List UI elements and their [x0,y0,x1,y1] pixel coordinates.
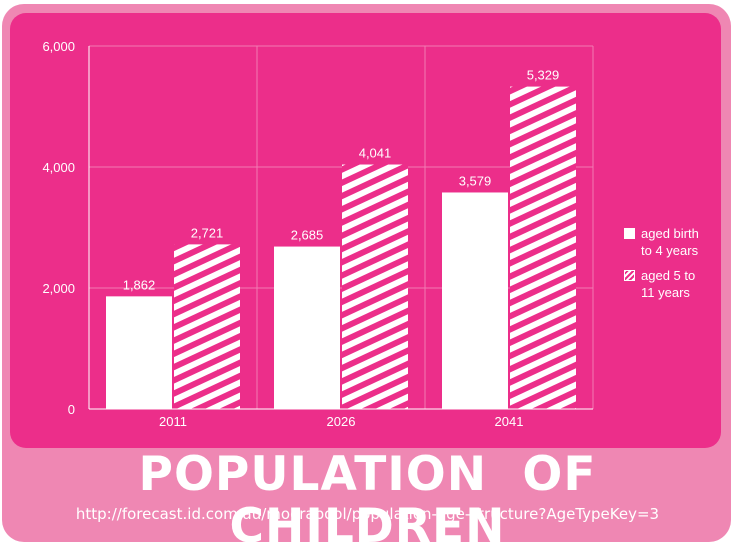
data-label: 2,685 [291,228,324,243]
legend-label-line1: aged 5 to [641,268,696,283]
bar-chart: 0 2,000 4,000 6,000 1,862 2,721 2011 2,685 4,041… [18,26,720,444]
legend-item-5-11: aged 5 to 11 years [621,267,731,301]
bar-aged-5-11 [510,86,576,409]
bar-aged-birth-4 [106,296,172,409]
chart-canvas: 0 2,000 4,000 6,000 1,862 2,721 2011 2,685 4,041… [42,39,594,429]
bars [106,86,576,409]
legend-label-line2: 11 years [641,285,690,300]
data-labels: 0 2,000 4,000 6,000 1,862 2,721 2011 2,685 4,041… [42,39,559,429]
legend-swatch-hatched [624,270,635,281]
legend-label-line1: aged birth [641,226,699,241]
data-label: 3,579 [459,173,492,188]
axes [88,46,593,410]
data-label: 1,862 [123,277,156,292]
legend-item-birth-4: aged birth to 4 years [621,225,731,259]
x-tick-label: 2026 [327,414,356,429]
bar-aged-5-11 [174,244,240,409]
x-tick-label: 2011 [159,414,187,429]
y-tick-label: 6,000 [42,39,75,54]
y-tick-label: 0 [68,402,75,417]
y-tick-label: 2,000 [42,281,75,296]
legend-label-line2: to 4 years [641,243,699,258]
data-label: 2,721 [191,225,224,240]
bar-aged-birth-4 [274,246,340,409]
source-url: http://forecast.id.com.au/moorabool/popu… [75,505,660,523]
legend-swatch-solid [624,228,635,239]
bar-aged-5-11 [342,164,408,409]
data-label: 4,041 [359,146,392,161]
x-tick-label: 2041 [495,414,524,429]
legend: aged birth to 4 years aged 5 to 11 years [621,225,731,309]
data-label: 5,329 [527,68,560,83]
y-tick-label: 4,000 [42,160,75,175]
page-title: POPULATION OF CHILDREN [138,447,597,554]
bar-aged-birth-4 [442,192,508,409]
